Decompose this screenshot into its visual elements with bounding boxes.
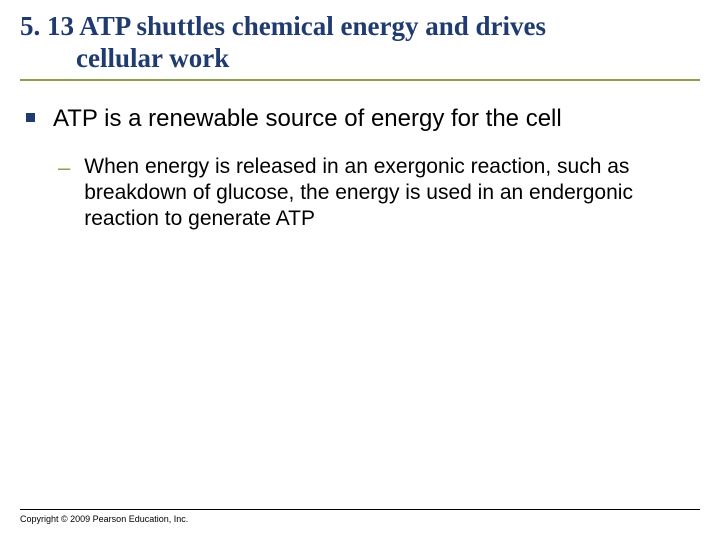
bullet-level-1: ATP is a renewable source of energy for … — [20, 103, 700, 134]
title-rule-wrap — [20, 79, 700, 81]
footer-rule — [20, 509, 700, 510]
title-line-1: 5. 13 ATP shuttles chemical energy and d… — [20, 10, 700, 42]
slide-title: 5. 13 ATP shuttles chemical energy and d… — [20, 10, 700, 75]
copyright-text: Copyright © 2009 Pearson Education, Inc. — [20, 514, 700, 524]
square-bullet-icon — [26, 113, 35, 122]
title-line-2: cellular work — [20, 42, 700, 74]
slide-footer: Copyright © 2009 Pearson Education, Inc. — [20, 509, 700, 524]
bullet-text: ATP is a renewable source of energy for … — [53, 103, 562, 134]
sub-bullet-text: When energy is released in an exergonic … — [84, 154, 674, 233]
title-rule — [20, 79, 700, 81]
bullet-level-2: – When energy is released in an exergoni… — [20, 154, 700, 233]
dash-bullet-icon: – — [58, 154, 70, 182]
